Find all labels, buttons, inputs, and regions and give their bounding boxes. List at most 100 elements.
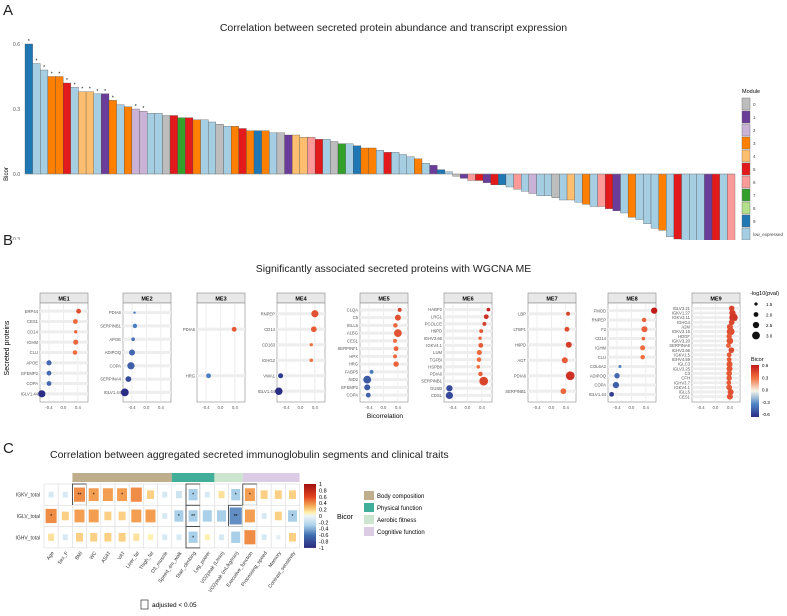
x-tick-label: 0.4: [312, 405, 318, 410]
legend-swatch: [741, 123, 751, 137]
colorbar-title: Bicor: [337, 514, 354, 521]
bar: [704, 173, 713, 240]
facet-title: ME5: [378, 297, 389, 303]
heatmap-square: [74, 487, 85, 502]
heatmap-square: [133, 533, 140, 541]
protein-label: IGLV1.44: [21, 391, 39, 396]
heatmap-square: [219, 534, 224, 541]
dot: [640, 345, 646, 351]
bar: [490, 173, 499, 185]
protein-label: COL6A2: [590, 364, 607, 369]
dot: [369, 369, 374, 374]
heatmap-square: [48, 533, 55, 541]
protein-label: GUSB: [430, 386, 442, 391]
protein-label: RNPEP: [261, 311, 276, 316]
heatmap-square: [204, 491, 210, 498]
dot: [726, 333, 732, 339]
protein-label: CD14: [264, 327, 275, 332]
facet-title: ME9: [710, 297, 721, 303]
bar: [681, 173, 690, 240]
colorbar-tick-label: 0.4: [319, 501, 327, 507]
protein-label: IGHG4: [677, 320, 691, 325]
dot: [726, 357, 732, 362]
protein-label: IGKV4.1: [674, 385, 690, 390]
bar: [543, 173, 552, 196]
x-tick-label: 0.0: [549, 405, 555, 410]
facet-me9: ME9-0.4 0.0 0.4IGLV3.21IGKV1.27IGKV3.11IGH…: [669, 292, 741, 410]
y-tick-label: 0.6: [13, 42, 20, 48]
protein-label: IGHV3.66: [672, 348, 691, 353]
legend-label: 9: [753, 219, 756, 224]
size-legend-dot: [754, 302, 758, 306]
x-tick-label: -0.4: [202, 405, 210, 410]
heatmap-square: [218, 491, 225, 499]
dot: [478, 342, 484, 348]
dot: [476, 349, 482, 356]
protein-label: IGKV1.27: [672, 311, 691, 316]
legend-swatch: [741, 214, 751, 228]
protein-label: CFH: [681, 376, 690, 381]
facet-title: ME7: [546, 297, 557, 303]
significance-star: *: [58, 72, 60, 78]
bar: [398, 154, 407, 175]
legend-label: 3: [753, 141, 756, 146]
heatmap-square: [231, 488, 241, 501]
legend-title: Module: [742, 89, 760, 95]
protein-label: C1QA: [347, 307, 359, 312]
protein-label: SERPINB1: [505, 389, 526, 394]
panel-a-title: Correlation between secreted protein abu…: [219, 22, 568, 34]
x-tick-label: 0.4: [643, 405, 649, 410]
heatmap-square: [48, 491, 54, 498]
heatmap-square: [162, 534, 168, 541]
facet-title: ME3: [215, 297, 226, 303]
protein-label: LUM: [433, 350, 442, 355]
dot: [561, 357, 568, 364]
facet-me5: ME5 -0.4 0.0 0.4 C1QA C5 IGLL5 A1BG CES1 SERPINF1…: [338, 292, 409, 410]
bar: [719, 173, 728, 240]
facet-panel: [276, 302, 326, 403]
heatmap-square: [289, 490, 296, 499]
bar: [650, 173, 659, 229]
row-label: IGHV_total: [16, 535, 40, 541]
protein-label: IGHV3.7: [674, 380, 691, 385]
heatmap-square: [244, 530, 256, 545]
dot: [275, 387, 283, 395]
category-annotation-bar: [72, 473, 172, 482]
bar: [536, 173, 545, 196]
y-tick-label: 0.0: [13, 172, 20, 178]
bar: [261, 130, 270, 175]
protein-label: ADIPOQ: [590, 373, 607, 378]
dot: [728, 347, 735, 354]
heatmap-square: [147, 490, 154, 499]
column-label: Sex_F: [57, 551, 70, 566]
protein-label: PDIA6: [514, 373, 527, 378]
bar: [498, 173, 507, 185]
bar: [475, 173, 484, 181]
protein-label: HABP2: [428, 307, 442, 312]
bar: [124, 106, 133, 175]
heatmap-square: [274, 490, 282, 499]
x-tick-label: -0.4: [697, 405, 705, 410]
dot: [486, 307, 491, 312]
legend-swatch: [741, 175, 751, 189]
significance-star: *: [235, 493, 237, 499]
dot: [727, 389, 734, 396]
dot: [565, 341, 572, 348]
protein-label: IGLV1.44: [589, 392, 607, 397]
heatmap-square: [102, 488, 113, 502]
protein-label: IGLV3.25: [673, 366, 691, 371]
x-tick-label: 0.0: [298, 405, 304, 410]
heatmap-square: [204, 534, 210, 541]
x-tick-label: 0.4: [232, 405, 238, 410]
dot: [640, 354, 645, 360]
heatmap-square: [148, 534, 153, 541]
protein-label: ERP44: [25, 309, 39, 314]
facet-panel: [196, 302, 246, 403]
protein-label: SERPINA4: [100, 377, 121, 382]
protein-label: CD163: [262, 342, 276, 347]
legend-swatch: [741, 201, 751, 215]
category-legend-swatch: [364, 503, 374, 512]
bar: [47, 76, 56, 175]
heatmap-square: [130, 487, 142, 502]
protein-label: ADIPOQ: [105, 350, 122, 355]
